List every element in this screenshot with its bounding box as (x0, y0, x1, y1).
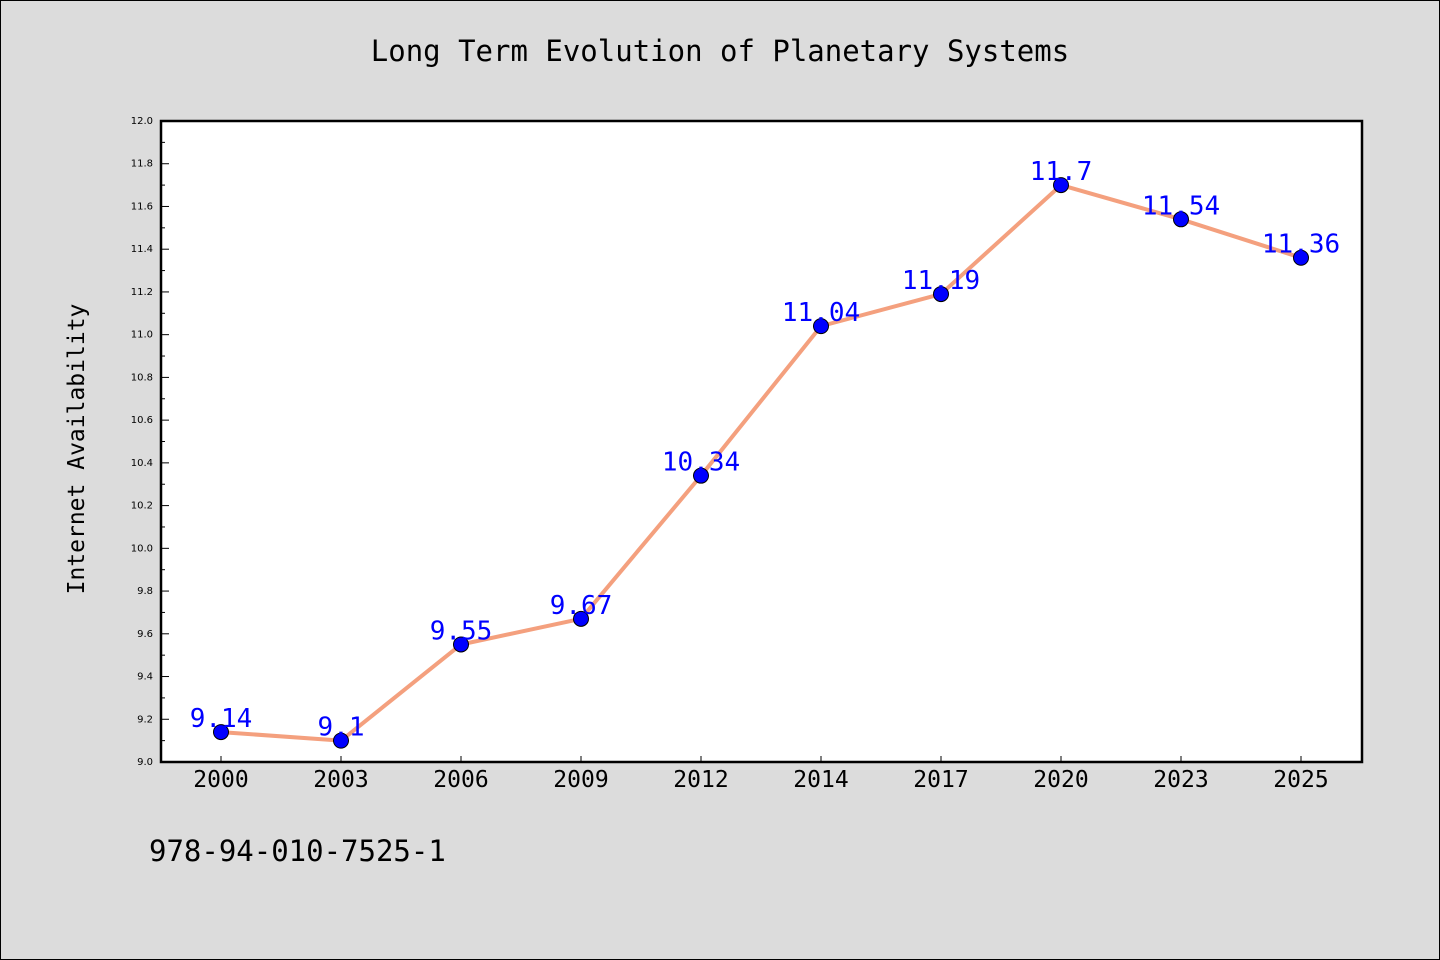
data-label: 9.55 (430, 616, 493, 646)
series-line (220, 183, 1302, 743)
x-tick-label: 2020 (1033, 767, 1088, 793)
data-point-marker (573, 610, 589, 627)
data-label: 11.19 (902, 266, 980, 296)
plot-area (159, 119, 1364, 764)
y-tick-label: 12.0 (131, 116, 153, 127)
x-tick-label: 2025 (1273, 767, 1328, 793)
y-tick-label: 10.0 (131, 543, 153, 554)
y-tick-label: 10.6 (131, 415, 153, 426)
x-axis: 2000 2003 2006 2009 2012 2014 2017 2020 2023 2025 (193, 756, 1329, 793)
y-tick-label: 10.4 (131, 458, 153, 469)
x-tick-label: 2009 (553, 767, 608, 793)
data-label: 11.54 (1142, 191, 1220, 221)
series-line-group (220, 183, 1302, 743)
data-point-marker (333, 732, 349, 749)
data-label: 10.34 (662, 448, 740, 478)
y-tick-label: 11.4 (131, 244, 153, 255)
y-tick-label: 10.2 (131, 501, 153, 512)
y-tick-label: 9.2 (137, 714, 153, 725)
y-tick-label: 10.8 (131, 372, 153, 383)
data-label: 11.36 (1262, 230, 1340, 260)
y-tick-label: 11.0 (131, 330, 153, 341)
isbn-footnote: 978-94-010-7525-1 (149, 834, 446, 868)
y-tick-label: 11.2 (131, 287, 153, 298)
y-tick-label: 11.8 (131, 159, 153, 170)
data-label: 9.14 (190, 704, 253, 734)
x-tick-label: 2014 (793, 767, 848, 793)
y-tick-label: 9.8 (137, 586, 153, 597)
data-label: 11.04 (782, 298, 860, 328)
data-label: 9.1 (318, 713, 365, 743)
data-label-group: 9.14 9.1 9.55 9.67 10.34 11.04 11.19 11.7 11.54 1… (190, 157, 1340, 743)
data-label: 9.67 (550, 591, 613, 621)
y-tick-label: 9.6 (137, 629, 153, 640)
x-tick-label: 2003 (313, 767, 368, 793)
x-tick-label: 2006 (433, 767, 488, 793)
chart-title: Long Term Evolution of Planetary Systems (370, 34, 1070, 68)
data-point-marker (1053, 177, 1069, 194)
data-point-marker (1293, 249, 1309, 266)
data-point-marker (1173, 211, 1189, 228)
data-point-marker (813, 318, 829, 335)
x-tick-label: 2023 (1153, 767, 1208, 793)
data-point-marker (213, 724, 229, 741)
y-axis: 9.0 9.2 9.4 9.6 9.8 10.0 10.2 10.4 10.6 10.8 11.0 1… (131, 116, 169, 768)
x-tick-label: 2012 (673, 767, 728, 793)
marker-group (213, 177, 1309, 749)
data-point-marker (453, 636, 469, 653)
x-tick-label: 2017 (913, 767, 968, 793)
data-label: 11.7 (1030, 157, 1093, 187)
data-point-marker (693, 467, 709, 484)
data-point-marker (933, 286, 949, 303)
x-tick-label: 2000 (193, 767, 248, 793)
y-tick-label: 9.0 (137, 757, 153, 768)
y-tick-label: 11.6 (131, 201, 153, 212)
y-tick-label: 9.4 (137, 672, 153, 683)
